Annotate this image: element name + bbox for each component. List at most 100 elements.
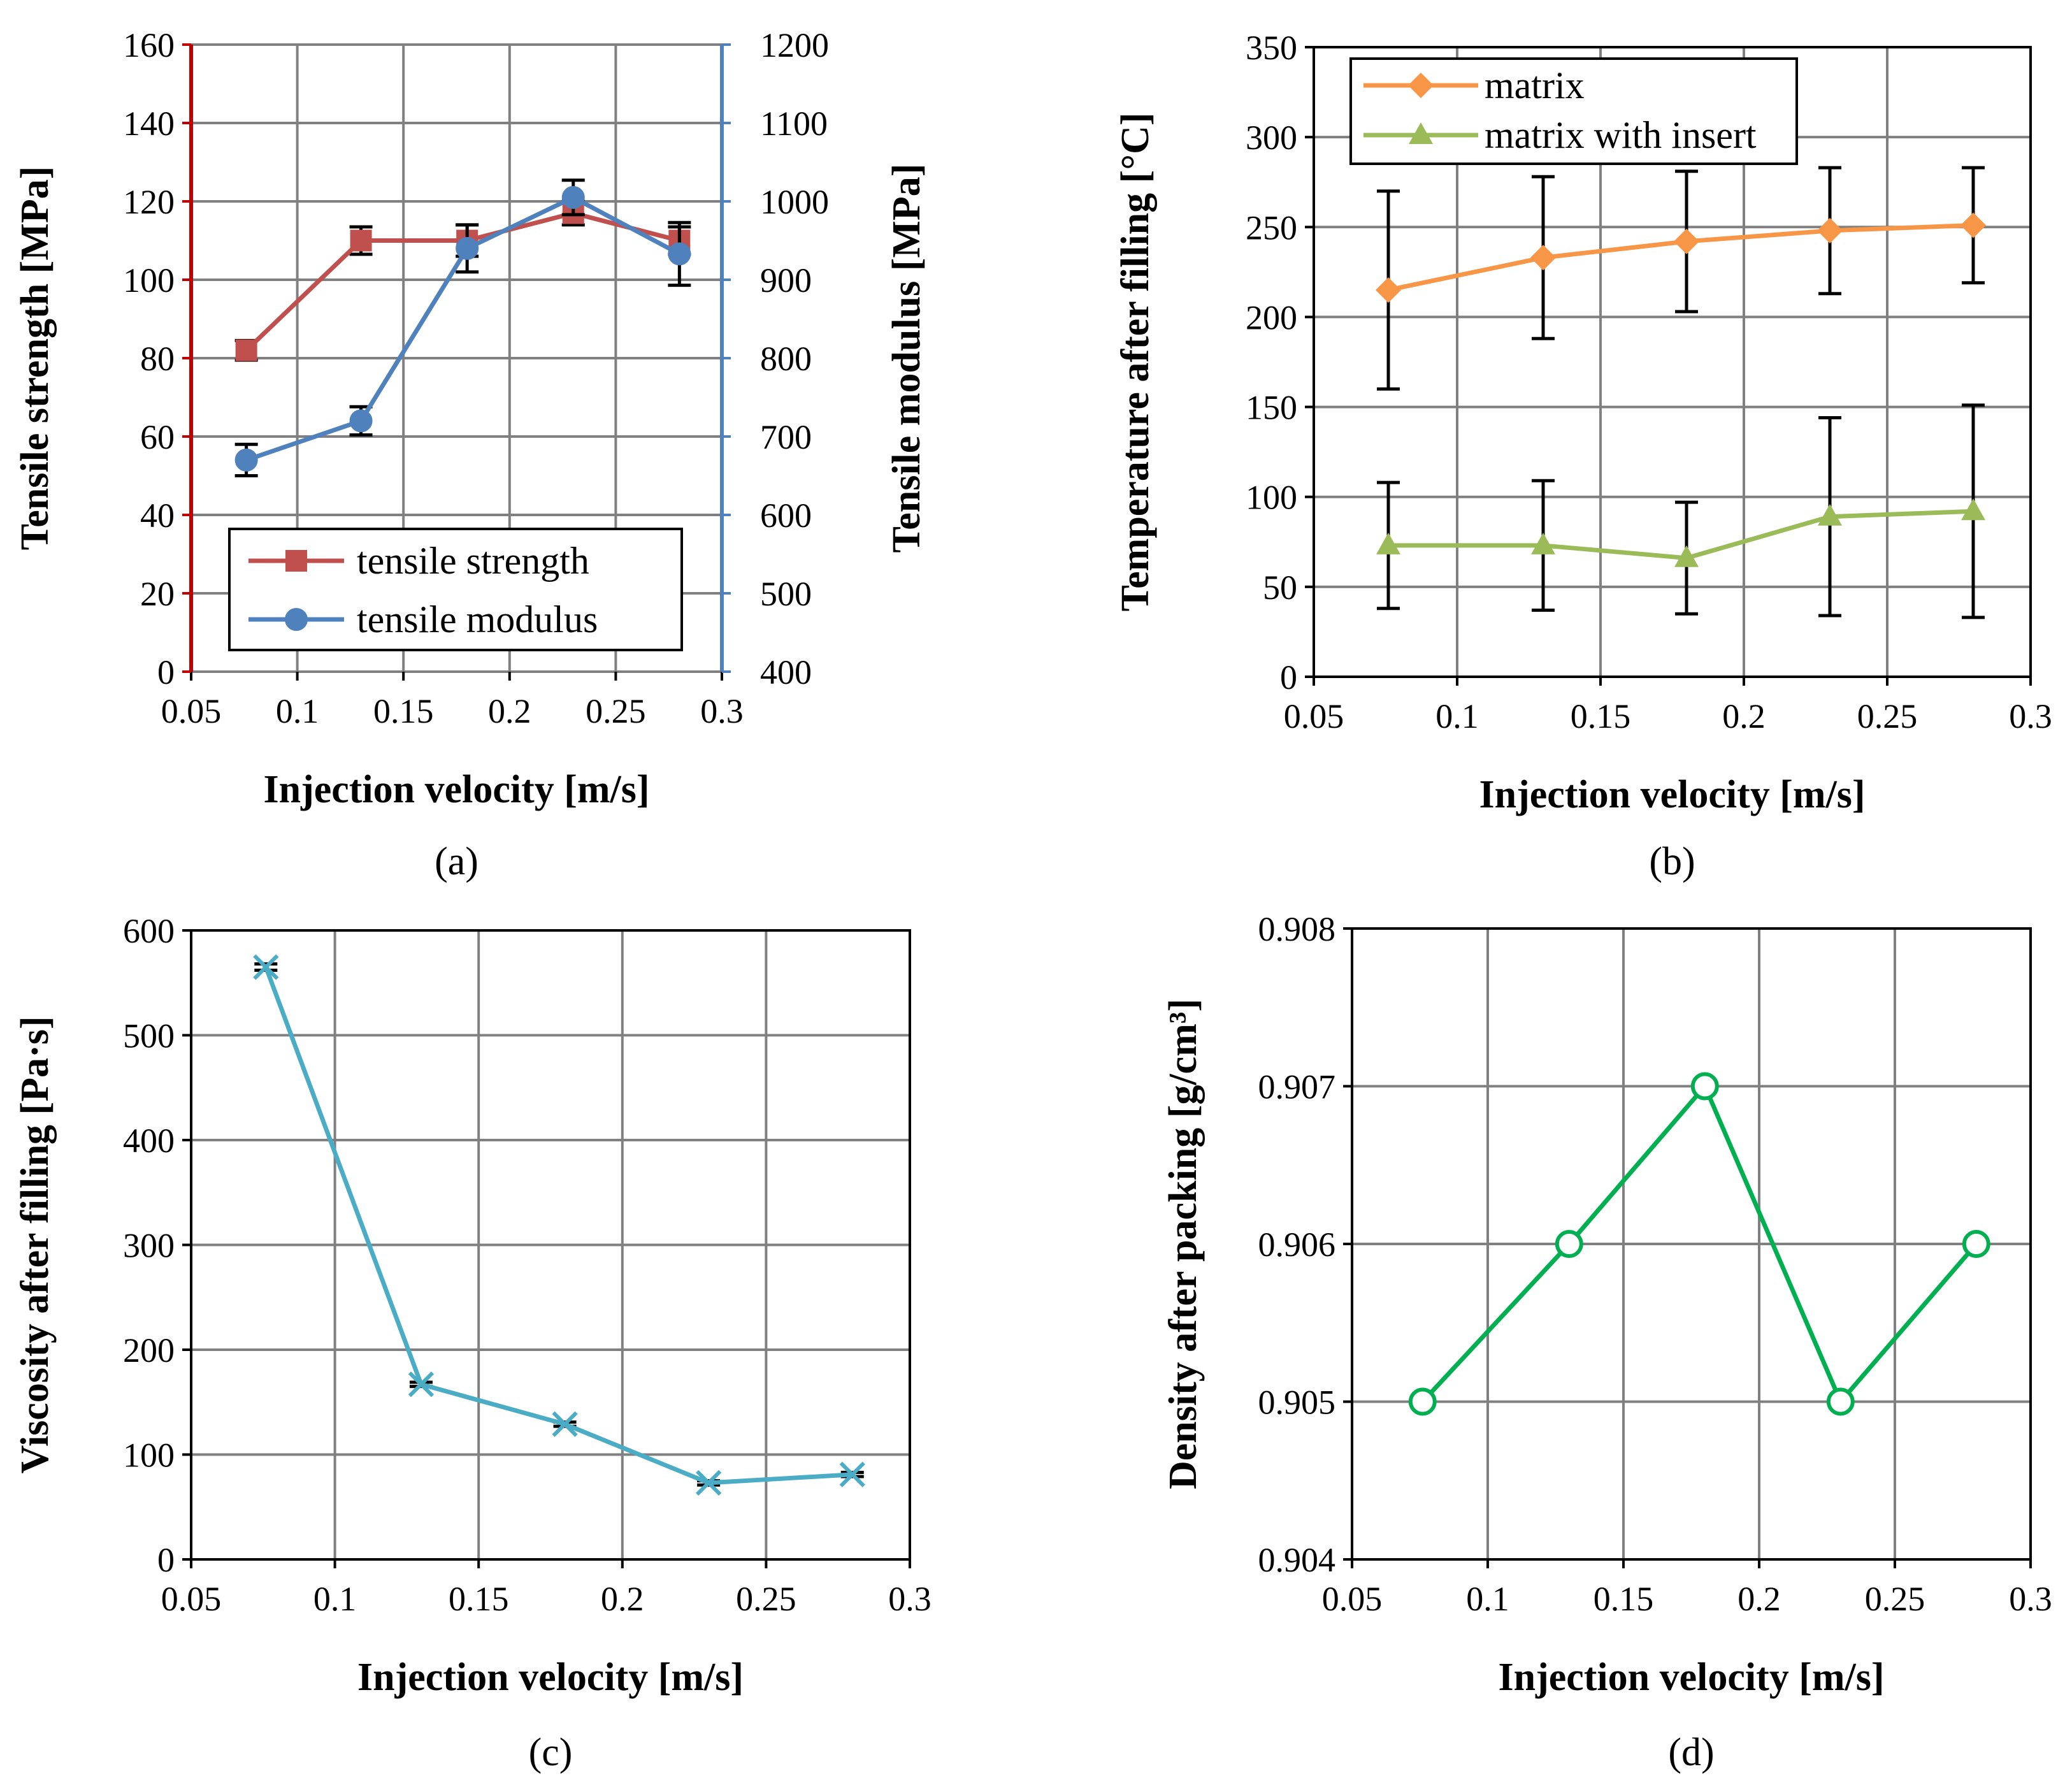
panel-a-legend-series-0-point-0 <box>285 550 307 572</box>
panel-a-ytick-label: 40 <box>140 496 175 535</box>
panel-a-x-axis-label: Injection velocity [m/s] <box>263 768 649 811</box>
legend-label-1: matrix with insert <box>1485 114 1757 156</box>
panel-c-y-axis-label: Viscosity after filling [Pa·s] <box>13 1016 57 1473</box>
panel-a-series-1-point-4 <box>668 242 691 266</box>
panel-b-ytick-label: 250 <box>1246 208 1297 247</box>
panel-d-series-0-point-1 <box>1555 1230 1583 1258</box>
panel-c-ytick-label: 500 <box>123 1017 175 1055</box>
panel-a-xtick-label: 0.15 <box>373 692 434 730</box>
panel-b-series-0-point-2 <box>1674 228 1699 254</box>
panel-c-xtick-label: 0.1 <box>313 1580 357 1618</box>
panel-d: 0.05 0.1 0.15 0.2 0.25 0.3 0.904 0.905 0.906 0.90… <box>1162 910 2052 1774</box>
legend-box <box>228 528 683 651</box>
panel-a-xtick-label: 0.1 <box>276 692 319 730</box>
panel-d-y-axis-label: Density after packing [g/cm³] <box>1162 999 1205 1489</box>
panel-c-ytick-label: 600 <box>123 912 175 950</box>
y2-tick-label: 1200 <box>760 26 829 64</box>
panel-b-series-0-point-4 <box>1960 212 1986 238</box>
panel-d-x-axis-label: Injection velocity [m/s] <box>1498 1656 1884 1699</box>
panel-c-xtick-label: 0.05 <box>161 1580 222 1618</box>
panel-b-ytick-label: 0 <box>1280 658 1297 697</box>
panel-c-series-0-point-0 <box>253 954 279 980</box>
panel-c-series-0-point-3 <box>696 1470 722 1496</box>
panel-c-xtick-label: 0.3 <box>888 1580 932 1618</box>
panel-b-xtick-label: 0.05 <box>1284 697 1344 735</box>
y2-axis-label: Tensile modulus [MPa] <box>885 164 928 553</box>
panel-c-xtick-label: 0.15 <box>449 1580 509 1618</box>
panel-a-xtick-label: 0.25 <box>586 692 646 730</box>
panel-c-ytick-label: 0 <box>157 1541 175 1579</box>
panel-b-series-0-point-0 <box>1376 277 1401 303</box>
panel-a-ytick-label: 0 <box>157 653 175 691</box>
panel-a-series-1-point-0 <box>234 448 258 472</box>
y2-tick-label: 500 <box>760 575 812 613</box>
panel-b-ytick-label: 50 <box>1263 568 1297 607</box>
panel-d-series-0 <box>1408 1072 1990 1416</box>
legend-label-0: matrix <box>1485 64 1585 106</box>
panel-b-xtick-label: 0.15 <box>1571 697 1631 735</box>
panel-b: 0.05 0.1 0.15 0.2 0.25 0.3 0 50 100 150 200 250 300 3… <box>1114 29 2052 883</box>
panel-d-xtick-label: 0.2 <box>1737 1580 1781 1618</box>
panel-d-series-0-point-0 <box>1408 1387 1437 1416</box>
panel-d-xtick-label: 0.15 <box>1594 1580 1654 1618</box>
panel-b-xtick-label: 0.3 <box>2009 697 2052 735</box>
panel-b-series-1-point-3 <box>1818 503 1842 526</box>
panel-c-ytick-label: 300 <box>123 1227 175 1265</box>
panel-b-series-1-point-4 <box>1961 498 1985 521</box>
panel-c-series-0-point-2 <box>552 1411 578 1437</box>
legend-label-0: tensile strength <box>357 540 589 582</box>
panel-b-series-1-point-2 <box>1674 545 1699 567</box>
panel-a-ytick-label: 100 <box>123 261 175 300</box>
panel-b-ytick-label: 350 <box>1246 29 1297 67</box>
y2-tick-label: 700 <box>760 418 812 456</box>
panel-c-xtick-label: 0.2 <box>601 1580 644 1618</box>
panel-b-frame <box>1313 46 2032 678</box>
y2-tick-label: 400 <box>760 653 812 691</box>
panel-b-caption: (b) <box>1649 840 1695 883</box>
panel-a-ytick-label: 120 <box>123 183 175 221</box>
panel-c-x-axis-label: Injection velocity [m/s] <box>357 1656 744 1699</box>
panel-c-ytick-label: 400 <box>123 1122 175 1160</box>
y2-tick-label: 900 <box>760 261 812 300</box>
panel-a-legend: tensile strength tensile modulus <box>228 528 683 651</box>
panel-a-y-axis-label: Tensile strength [MPa] <box>13 166 57 551</box>
panel-b-ytick-label: 300 <box>1246 119 1297 157</box>
panel-d-ytick-label: 0.906 <box>1258 1225 1336 1264</box>
panel-b-ytick-label: 150 <box>1246 389 1297 427</box>
panel-a-series-0-point-1 <box>350 229 372 252</box>
panel-b-xtick-label: 0.25 <box>1857 697 1918 735</box>
y2-tick-label: 1100 <box>760 105 828 143</box>
panel-d-ytick-label: 0.904 <box>1258 1541 1336 1579</box>
panel-d-series-0-point-4 <box>1962 1230 1990 1258</box>
y2-tick-label: 600 <box>760 496 812 535</box>
panel-a-ytick-label: 160 <box>123 26 175 64</box>
panel-b-ytick-label: 200 <box>1246 298 1297 336</box>
panel-a-series-1 <box>234 178 691 477</box>
panel-d-ytick-label: 0.908 <box>1258 910 1336 948</box>
panel-d-caption: (d) <box>1668 1731 1714 1774</box>
legend-box <box>1349 57 1798 165</box>
panel-d-xtick-label: 0.3 <box>2009 1580 2052 1618</box>
panel-a-series-1-point-1 <box>349 409 373 433</box>
panel-c-ytick-label: 100 <box>123 1436 175 1475</box>
panel-d-series-0-point-2 <box>1690 1072 1719 1101</box>
panel-a-series-1-point-3 <box>561 185 585 209</box>
panel-a-legend-series-1-point-0 <box>285 608 308 631</box>
panel-b-legend: matrix matrix with insert <box>1349 57 1798 165</box>
panel-a-caption: (a) <box>435 840 478 883</box>
panel-d-xtick-label: 0.1 <box>1466 1580 1509 1618</box>
panel-b-series-1-line <box>1388 509 1974 561</box>
panel-c-series-0-point-4 <box>839 1461 865 1487</box>
panel-a-ytick-label: 20 <box>140 575 175 613</box>
panel-a-ytick-label: 80 <box>140 340 175 378</box>
panel-a-series-0-point-0 <box>235 339 257 361</box>
panel-c: 0.05 0.1 0.15 0.2 0.25 0.3 0 100 200 300 400 500 600… <box>13 912 932 1774</box>
panel-d-xtick-label: 0.25 <box>1865 1580 1925 1618</box>
panel-b-y-axis-label: Temperature after filling [°C] <box>1114 113 1157 612</box>
panel-b-series-0-point-3 <box>1817 217 1843 243</box>
panel-b-x-axis-label: Injection velocity [m/s] <box>1479 773 1865 816</box>
panel-d-ytick-label: 0.907 <box>1258 1068 1336 1106</box>
panel-b-legend-series-1-point-0 <box>1409 122 1433 144</box>
y2-tick-label: 800 <box>760 340 812 378</box>
panel-c-series-0-line <box>264 966 853 1485</box>
